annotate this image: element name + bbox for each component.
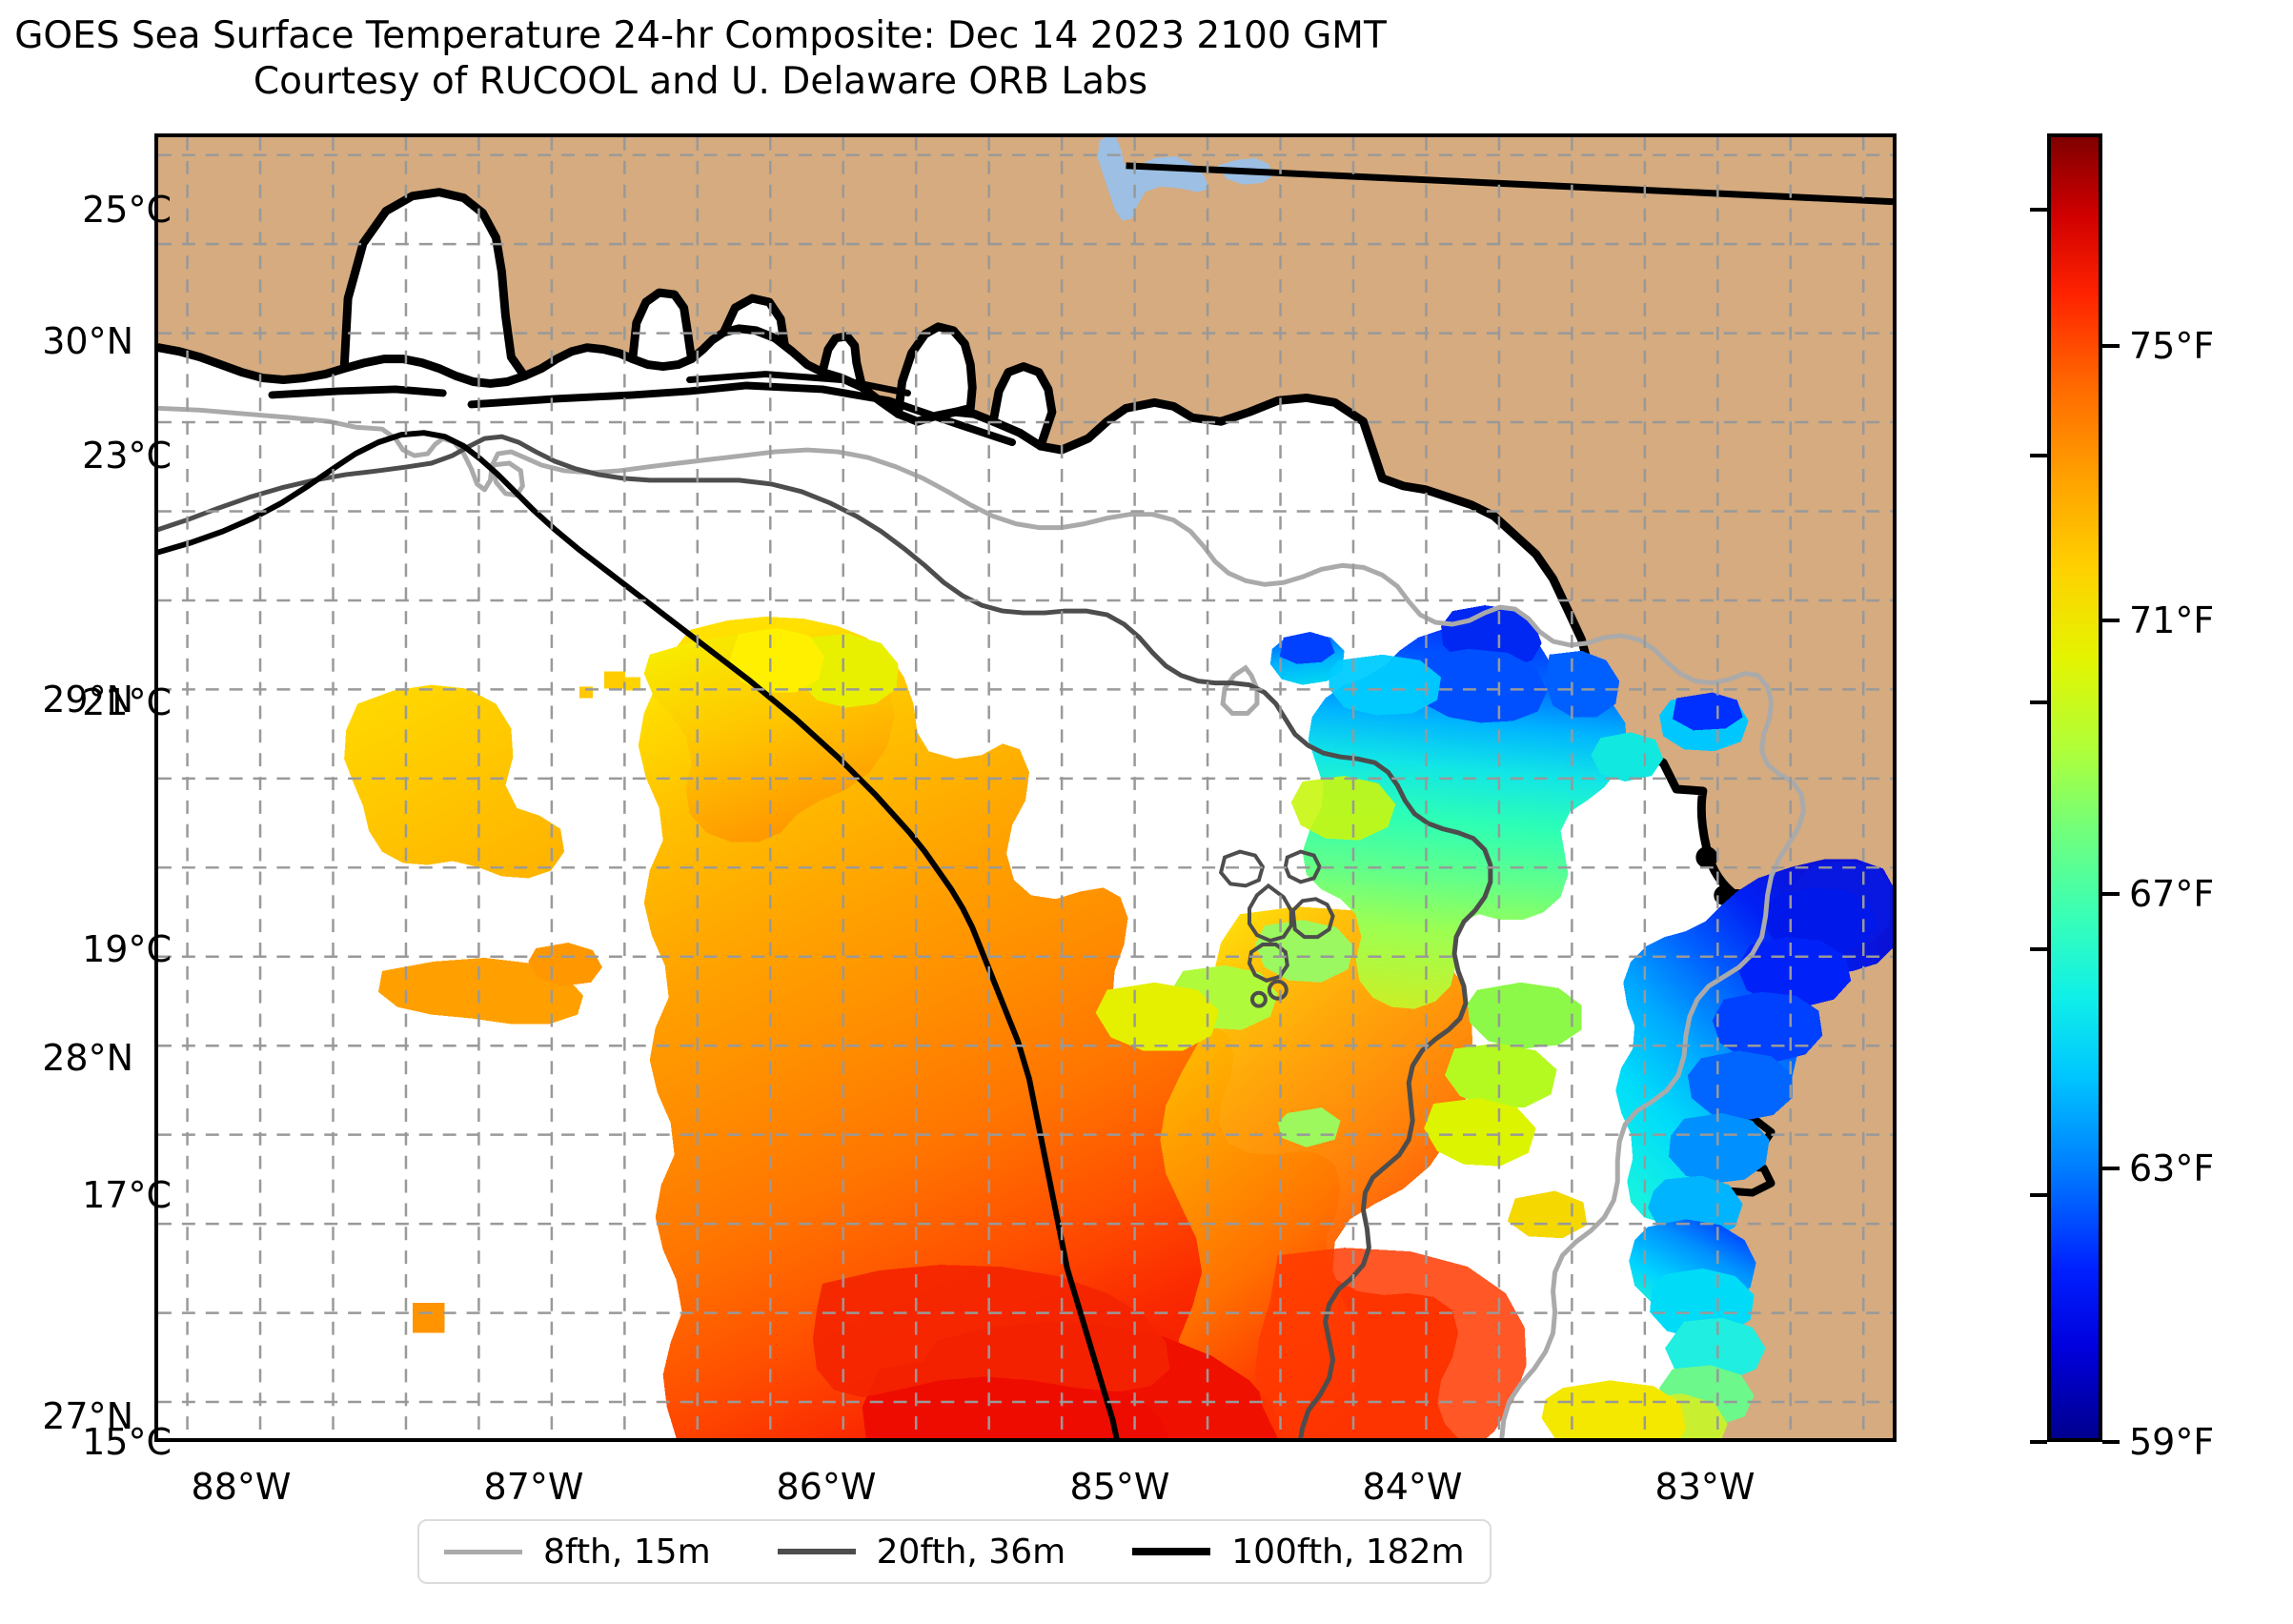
xtick-minor <box>1490 1438 1492 1442</box>
legend-line-20fth <box>777 1549 856 1554</box>
ytick-minor <box>154 166 158 169</box>
sst-shelf-patch-west <box>344 684 565 879</box>
cblabel-19C: 19°C <box>82 928 172 970</box>
cblabel-15C: 15°C <box>82 1421 172 1463</box>
xtick-minor <box>1563 1438 1566 1442</box>
cblabel-17C: 17°C <box>82 1174 172 1216</box>
cblabel-25C: 25°C <box>82 189 172 231</box>
ytick-minor <box>154 255 158 258</box>
cblabel-21C: 21°C <box>82 681 172 723</box>
state-boundary-line <box>1126 162 1893 206</box>
cbtick-c-21 <box>2030 700 2047 704</box>
legend-label-8fth: 8fth, 15m <box>543 1532 711 1572</box>
xtick-minor <box>1782 1438 1785 1442</box>
xtick-minor <box>1856 1438 1858 1442</box>
xtick-88W <box>245 1438 249 1442</box>
xtick-minor <box>1050 1438 1053 1442</box>
xtick-minor <box>318 1438 321 1442</box>
colorbar-gradient <box>2047 133 2102 1442</box>
legend-label-100fth: 100fth, 182m <box>1231 1532 1465 1572</box>
cbtick-c-25 <box>2030 208 2047 212</box>
cblabel-71F: 71°F <box>2129 599 2215 641</box>
legend-label-20fth: 20fth, 36m <box>876 1532 1066 1572</box>
cblabel-63F: 63°F <box>2129 1147 2215 1189</box>
xtick-83W <box>1709 1438 1713 1442</box>
xtick-minor <box>611 1438 614 1442</box>
cbtick-f-75 <box>2102 344 2120 348</box>
xtick-minor <box>1270 1438 1273 1442</box>
map-plot-area[interactable] <box>154 133 1897 1442</box>
xtick-85W <box>1124 1438 1127 1442</box>
contour-20fth-36m <box>158 434 1493 1438</box>
ytick-minor <box>154 1330 158 1333</box>
legend-line-8fth <box>444 1549 522 1554</box>
xtick-minor <box>904 1438 907 1442</box>
cbtick-c-17 <box>2030 1193 2047 1197</box>
cblabel-59F: 59°F <box>2129 1421 2215 1463</box>
xlabel-87W: 87°W <box>483 1466 584 1508</box>
ytick-minor <box>154 972 158 975</box>
bathymetry-contours-layer <box>158 137 1893 1438</box>
sst-strip-orange <box>377 957 584 1025</box>
ytick-minor <box>154 614 158 617</box>
xtick-minor <box>172 1438 174 1442</box>
ytick-minor <box>154 1151 158 1154</box>
cblabel-75F: 75°F <box>2129 325 2215 367</box>
cbtick-c-19 <box>2030 947 2047 951</box>
ylabel-30N: 30°N <box>42 320 133 362</box>
xlabel-88W: 88°W <box>191 1466 292 1508</box>
xtick-minor <box>758 1438 761 1442</box>
cbtick-f-71 <box>2102 619 2120 622</box>
lake-seminole <box>1097 137 1210 221</box>
sst-isolated-square <box>412 1302 445 1333</box>
cblabel-23C: 23°C <box>82 435 172 477</box>
cbtick-f-67 <box>2102 892 2120 896</box>
figure-title: GOES Sea Surface Temperature 24-hr Compo… <box>0 13 1401 104</box>
xtick-minor <box>977 1438 980 1442</box>
ylabel-27N: 27°N <box>42 1395 133 1437</box>
xtick-minor <box>1197 1438 1200 1442</box>
cbtick-f-63 <box>2102 1167 2120 1170</box>
gridlines-layer <box>158 137 1893 1438</box>
ytick-minor <box>154 524 158 527</box>
colorbar[interactable] <box>2030 133 2120 1444</box>
bathymetry-legend[interactable]: 8fth, 15m 20fth, 36m 100fth, 182m <box>417 1519 1491 1584</box>
ytick-30N <box>154 345 158 349</box>
land-polygon <box>158 137 1893 1438</box>
cbtick-c-23 <box>2030 454 2047 457</box>
title-line-1: GOES Sea Surface Temperature 24-hr Compo… <box>14 14 1387 57</box>
cbtick-c-15 <box>2030 1440 2047 1444</box>
xlabel-84W: 84°W <box>1362 1466 1463 1508</box>
ytick-minor <box>154 1241 158 1244</box>
xtick-87W <box>538 1438 541 1442</box>
sst-apalachee-plume <box>1302 620 1628 1009</box>
xtick-minor <box>464 1438 467 1442</box>
legend-item-20fth[interactable]: 20fth, 36m <box>777 1532 1066 1572</box>
ylabel-28N: 28°N <box>42 1037 133 1079</box>
ytick-minor <box>154 793 158 796</box>
cbtick-f-59 <box>2102 1440 2120 1444</box>
xlabel-86W: 86°W <box>776 1466 877 1508</box>
ytick-minor <box>154 883 158 885</box>
xtick-minor <box>1343 1438 1346 1442</box>
xtick-minor <box>392 1438 395 1442</box>
pensacola-bay-water <box>632 293 692 367</box>
legend-item-100fth[interactable]: 100fth, 182m <box>1132 1532 1465 1572</box>
xlabel-85W: 85°W <box>1069 1466 1170 1508</box>
xtick-minor <box>1636 1438 1639 1442</box>
ylabel-29N: 29°N <box>42 679 133 721</box>
xlabel-83W: 83°W <box>1654 1466 1755 1508</box>
contour-8fth-15m <box>158 405 1806 1438</box>
legend-item-8fth[interactable]: 8fth, 15m <box>444 1533 711 1572</box>
title-line-2: Courtesy of RUCOOL and U. Delaware ORB L… <box>253 59 1148 103</box>
xtick-84W <box>1416 1438 1420 1442</box>
xtick-86W <box>830 1438 834 1442</box>
ytick-28N <box>154 1062 158 1066</box>
legend-line-100fth <box>1132 1548 1211 1555</box>
xtick-minor <box>684 1438 687 1442</box>
cblabel-67F: 67°F <box>2129 873 2215 915</box>
contour-100fth-182m <box>158 430 1120 1438</box>
